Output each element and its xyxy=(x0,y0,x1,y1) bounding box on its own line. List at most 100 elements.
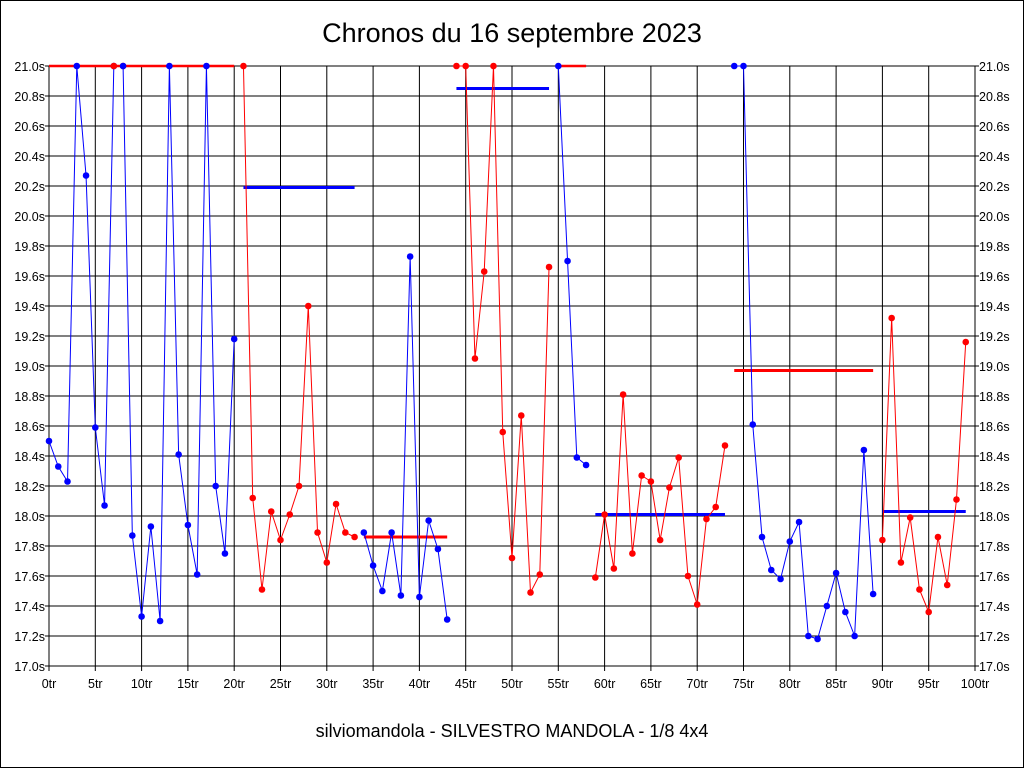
data-point xyxy=(73,62,81,70)
data-point xyxy=(286,511,294,518)
y-tick-label-right: 19.4s xyxy=(979,300,1010,314)
data-point xyxy=(314,529,321,536)
x-tick-label: 85tr xyxy=(825,677,847,691)
data-point xyxy=(462,62,470,70)
y-tick-label-left: 21.0s xyxy=(14,60,45,74)
data-point xyxy=(610,565,618,572)
data-point xyxy=(703,515,710,523)
chart-title: Chronos du 16 septembre 2023 xyxy=(322,18,702,48)
y-tick-label-right: 17.4s xyxy=(979,600,1010,614)
data-point xyxy=(175,451,182,458)
data-point xyxy=(397,592,405,599)
x-tick-label: 80tr xyxy=(779,677,801,691)
data-point xyxy=(777,575,784,583)
x-tick-label: 45tr xyxy=(455,677,477,691)
data-point xyxy=(767,566,775,574)
x-tick-label: 35tr xyxy=(362,677,384,691)
data-point xyxy=(925,608,932,616)
y-tick-label-left: 17.6s xyxy=(14,570,45,584)
data-point xyxy=(480,268,488,275)
data-point xyxy=(721,442,729,449)
data-point xyxy=(471,355,479,362)
y-tick-label-left: 20.4s xyxy=(14,150,45,164)
y-tick-label-right: 17.6s xyxy=(979,570,1010,584)
y-tick-label-left: 20.2s xyxy=(14,180,45,194)
data-point xyxy=(240,62,247,70)
data-point xyxy=(499,428,507,436)
y-tick-label-right: 17.8s xyxy=(979,540,1010,554)
x-tick-label: 55tr xyxy=(548,677,570,691)
data-point xyxy=(869,590,877,598)
data-point xyxy=(564,257,571,265)
y-tick-label-right: 17.0s xyxy=(979,660,1010,674)
data-point xyxy=(434,545,442,553)
y-tick-label-left: 17.4s xyxy=(14,600,45,614)
x-tick-label: 60tr xyxy=(594,677,616,691)
data-point xyxy=(953,496,960,503)
y-tick-label-right: 18.8s xyxy=(979,390,1010,404)
data-point xyxy=(712,503,720,511)
data-point xyxy=(304,302,312,310)
data-point xyxy=(582,461,590,469)
series-line xyxy=(242,65,355,590)
data-point xyxy=(82,172,90,179)
series-line xyxy=(122,65,235,622)
data-point xyxy=(860,446,868,454)
y-tick-label-right: 20.0s xyxy=(979,210,1010,224)
y-tick-label-left: 19.6s xyxy=(14,270,45,284)
y-tick-label-left: 18.0s xyxy=(14,510,45,524)
x-tick-label: 25tr xyxy=(270,677,292,691)
data-point xyxy=(119,62,127,70)
y-tick-label-left: 19.0s xyxy=(14,360,45,374)
data-point xyxy=(342,529,349,536)
data-point xyxy=(832,569,840,577)
data-point xyxy=(536,571,544,578)
data-point xyxy=(379,587,386,595)
data-point xyxy=(129,532,136,539)
data-point xyxy=(527,589,534,596)
y-tick-label-right: 21.0s xyxy=(979,60,1010,74)
data-point xyxy=(443,616,451,623)
series-line xyxy=(48,65,115,506)
x-tick-label: 15tr xyxy=(177,677,199,691)
data-point xyxy=(406,253,414,260)
y-tick-label-left: 20.0s xyxy=(14,210,45,224)
y-tick-label-right: 20.6s xyxy=(979,120,1010,134)
data-point xyxy=(212,482,219,490)
x-tick-label: 75tr xyxy=(733,677,755,691)
data-point xyxy=(54,463,62,470)
data-point xyxy=(786,538,794,545)
data-point xyxy=(730,62,738,70)
data-point xyxy=(425,517,432,524)
x-tick-label: 100tr xyxy=(961,677,990,691)
data-point xyxy=(879,536,886,544)
data-point xyxy=(416,593,423,601)
x-tick-label: 70tr xyxy=(686,677,708,691)
data-point xyxy=(962,338,970,346)
series-line xyxy=(557,65,587,466)
data-point xyxy=(45,437,53,445)
x-tick-label: 90tr xyxy=(872,677,894,691)
data-point xyxy=(656,536,664,544)
data-point xyxy=(601,511,608,518)
x-tick-label: 10tr xyxy=(131,677,153,691)
data-point xyxy=(295,482,303,490)
y-tick-label-left: 18.6s xyxy=(14,420,45,434)
data-point xyxy=(629,550,636,557)
data-point xyxy=(323,559,331,566)
data-point xyxy=(684,572,692,580)
data-point xyxy=(888,314,895,322)
data-point xyxy=(156,617,164,625)
data-point xyxy=(851,632,858,640)
y-tick-label-right: 19.8s xyxy=(979,240,1010,254)
x-tick-label: 95tr xyxy=(918,677,940,691)
data-point xyxy=(517,412,525,419)
data-point xyxy=(897,559,905,566)
data-point xyxy=(573,454,581,461)
data-point xyxy=(138,613,145,620)
y-tick-label-right: 18.2s xyxy=(979,480,1010,494)
data-point xyxy=(267,508,275,515)
data-point xyxy=(351,533,358,541)
x-tick-label: 40tr xyxy=(409,677,431,691)
y-tick-label-right: 20.8s xyxy=(979,90,1010,104)
